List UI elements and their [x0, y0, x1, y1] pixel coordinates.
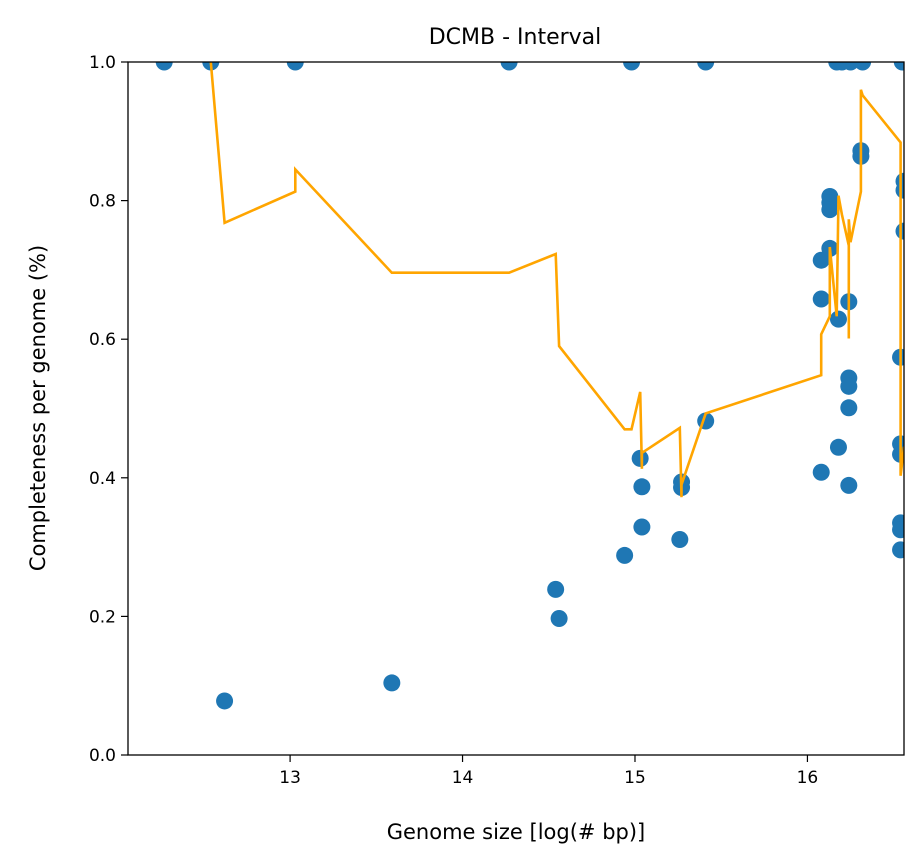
scatter-point [633, 478, 651, 496]
plot-area [155, 62, 904, 710]
scatter-point [286, 62, 304, 71]
scatter-point [840, 476, 858, 494]
scatter-point [892, 521, 904, 539]
scatter-point [892, 541, 904, 559]
x-tick-label: 15 [624, 768, 646, 788]
scatter-point [616, 546, 634, 564]
scatter-point [840, 377, 858, 395]
scatter-point [550, 609, 568, 627]
scatter-point [500, 62, 518, 71]
scatter-point [671, 530, 689, 548]
axes-frame [127, 61, 905, 756]
scatter-point [812, 463, 830, 481]
scatter-point [623, 62, 641, 71]
x-axis-label: Genome size [log(# bp)] [387, 820, 646, 844]
y-tick-label: 0.2 [89, 607, 116, 627]
y-tick-label: 1.0 [89, 53, 116, 73]
scatter-point [829, 310, 847, 328]
scatter-point [812, 251, 830, 269]
y-tick-label: 0.6 [89, 330, 116, 350]
scatter-point [383, 674, 401, 692]
scatter-point [893, 62, 904, 71]
x-tick-label: 16 [797, 768, 819, 788]
scatter-point [633, 518, 651, 536]
scatter-point [812, 290, 830, 308]
scatter-point [631, 449, 649, 467]
chart-title: DCMB - Interval [429, 25, 602, 50]
scatter-point [840, 399, 858, 417]
x-axis: 13 14 15 16 [279, 755, 818, 788]
y-axis-label: Completeness per genome (%) [26, 245, 50, 571]
y-tick-label: 0.0 [89, 746, 116, 766]
scatter-point [216, 692, 234, 710]
scatter-point [854, 62, 872, 71]
scatter-point [829, 438, 847, 456]
y-tick-label: 0.8 [89, 192, 116, 212]
scatter-point [547, 580, 565, 598]
y-axis: 0.0 0.2 0.4 0.6 0.8 1.0 [89, 53, 128, 766]
scatter-point [155, 62, 173, 71]
y-tick-label: 0.4 [89, 469, 116, 489]
scatter-point [697, 62, 715, 71]
x-tick-label: 13 [279, 768, 301, 788]
scatter-point [821, 201, 839, 219]
trend-line [209, 62, 904, 498]
x-tick-label: 14 [452, 768, 474, 788]
